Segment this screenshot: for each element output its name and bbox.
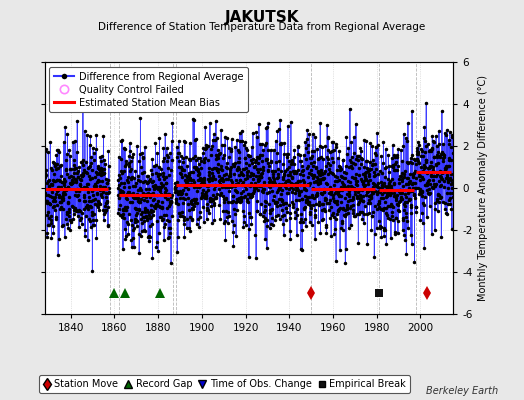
Y-axis label: Monthly Temperature Anomaly Difference (°C): Monthly Temperature Anomaly Difference (… bbox=[478, 75, 488, 301]
Text: Difference of Station Temperature Data from Regional Average: Difference of Station Temperature Data f… bbox=[99, 22, 425, 32]
Text: JAKUTSK: JAKUTSK bbox=[225, 10, 299, 25]
Text: Berkeley Earth: Berkeley Earth bbox=[425, 386, 498, 396]
Legend: Station Move, Record Gap, Time of Obs. Change, Empirical Break: Station Move, Record Gap, Time of Obs. C… bbox=[39, 375, 410, 393]
Legend: Difference from Regional Average, Quality Control Failed, Estimated Station Mean: Difference from Regional Average, Qualit… bbox=[49, 67, 248, 112]
